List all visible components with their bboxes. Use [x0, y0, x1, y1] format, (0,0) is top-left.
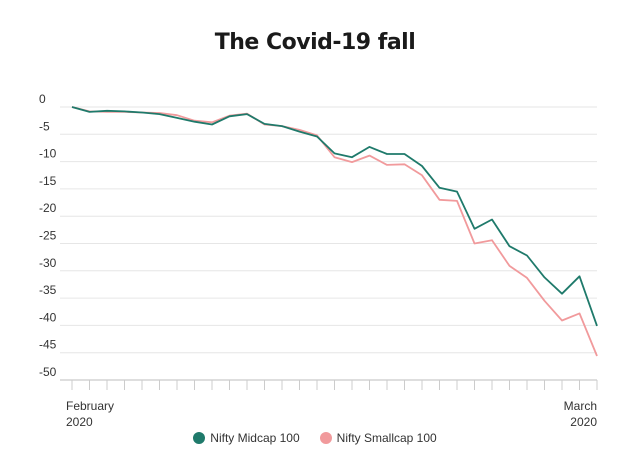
legend-item-midcap[interactable]: Nifty Midcap 100	[193, 431, 300, 445]
legend-swatch-midcap	[193, 432, 206, 444]
series-line-midcap	[71, 106, 598, 327]
y-tick-label: -35	[39, 283, 57, 297]
y-tick-label: -10	[39, 147, 57, 161]
x-tick-end-year: 2020	[570, 415, 597, 429]
y-tick-label: 0	[39, 92, 46, 106]
legend-swatch-smallcap	[319, 432, 332, 444]
x-axis	[60, 379, 598, 390]
y-tick-label: -25	[39, 229, 57, 243]
y-tick-label: -15	[39, 174, 57, 188]
x-tick-end: March 2020	[564, 398, 597, 430]
y-tick-label: -45	[39, 338, 57, 352]
y-tick-label: -30	[39, 256, 57, 270]
series-line-smallcap	[71, 106, 598, 357]
y-tick-label: -5	[39, 119, 50, 133]
series-lines	[71, 106, 598, 357]
y-tick-label: -20	[39, 201, 57, 215]
x-tick-end-month: March	[563, 399, 597, 413]
x-tick-start-year: 2020	[66, 415, 93, 429]
legend-label-midcap: Nifty Midcap 100	[210, 431, 300, 445]
x-tick-start-month: February	[66, 399, 115, 413]
y-tick-label: -40	[39, 310, 57, 324]
legend-item-smallcap[interactable]: Nifty Smallcap 100	[319, 431, 437, 445]
y-tick-label: -50	[39, 365, 57, 379]
legend: Nifty Midcap 100 Nifty Smallcap 100	[0, 431, 630, 445]
x-tick-start: February 2020	[66, 398, 114, 430]
y-axis-ticks: 0 -5 -10 -15 -20 -25 -30 -35 -40 -45 -50	[39, 92, 57, 379]
chart-title: The Covid-19 fall	[214, 30, 416, 55]
legend-label-smallcap: Nifty Smallcap 100	[336, 431, 437, 445]
